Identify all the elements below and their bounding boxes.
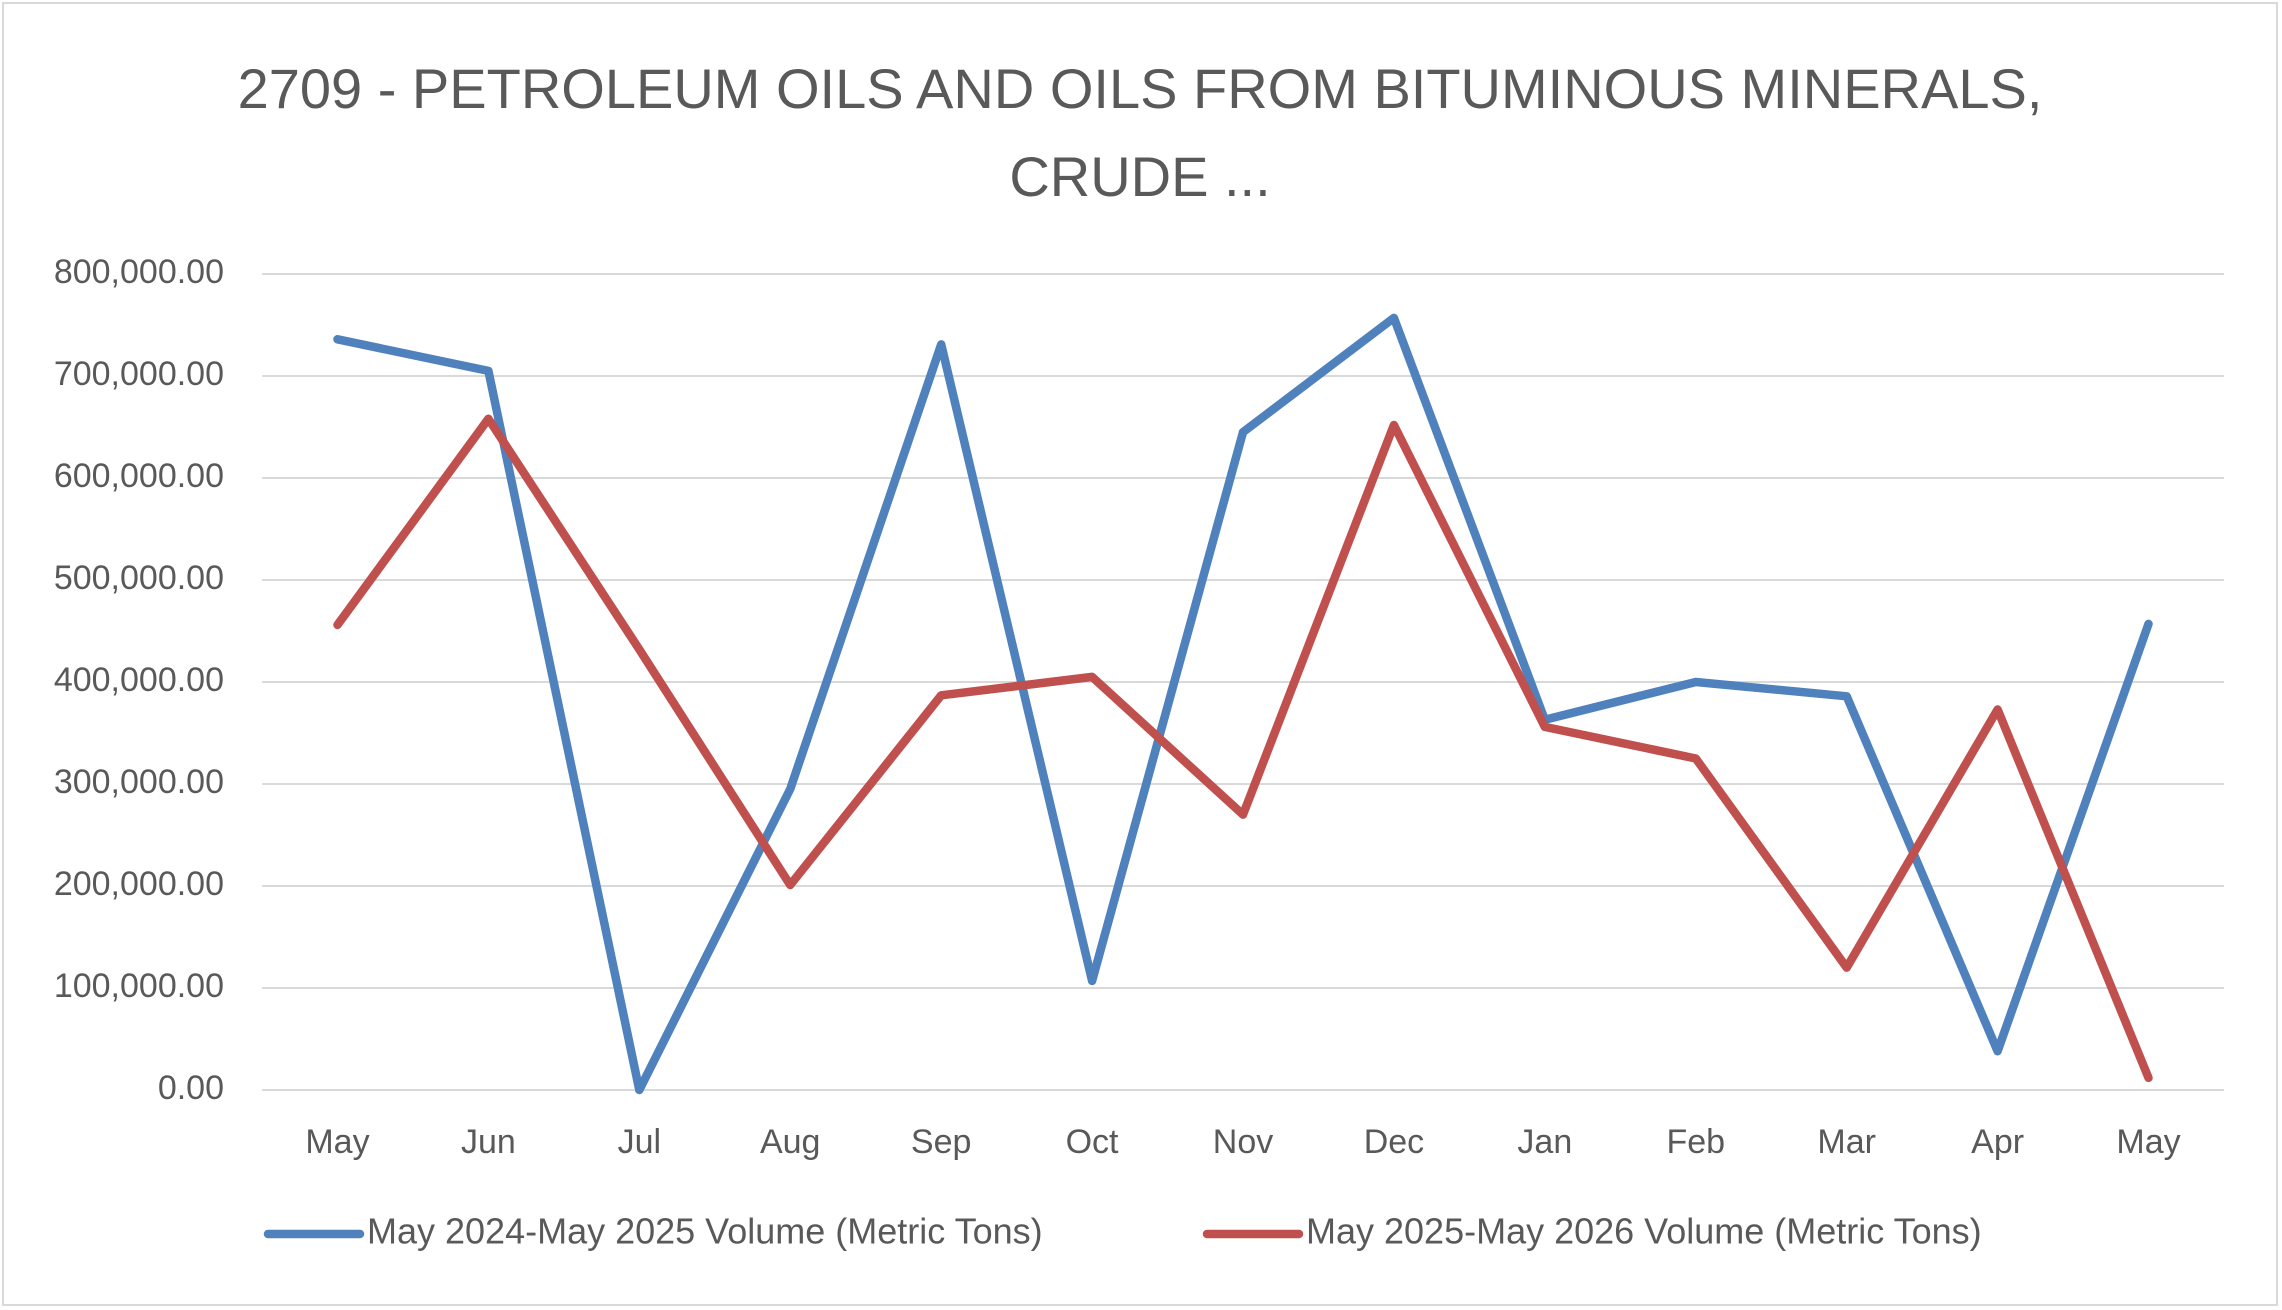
series-line	[333, 414, 2153, 1083]
x-tick-label: Jul	[618, 1123, 661, 1161]
y-tick-label: 200,000.00	[54, 865, 224, 903]
x-tick-label: Jan	[1517, 1123, 1572, 1161]
series-line	[333, 313, 2153, 1095]
y-tick-label: 300,000.00	[54, 763, 224, 801]
y-tick-label: 600,000.00	[54, 457, 224, 495]
x-tick-label: May	[305, 1123, 369, 1161]
y-tick-label: 100,000.00	[54, 967, 224, 1005]
y-tick-label: 500,000.00	[54, 559, 224, 597]
x-tick-label: Oct	[1066, 1123, 1119, 1161]
x-tick-label: Feb	[1666, 1123, 1725, 1161]
x-tick-label: May	[2116, 1123, 2180, 1161]
legend-label: May 2024-May 2025 Volume (Metric Tons)	[367, 1211, 1043, 1252]
legend-label: May 2025-May 2026 Volume (Metric Tons)	[1306, 1211, 1982, 1252]
y-tick-label: 700,000.00	[54, 355, 224, 393]
x-tick-label: Nov	[1213, 1123, 1273, 1161]
x-tick-label: Jun	[461, 1123, 516, 1161]
x-tick-label: Sep	[911, 1123, 972, 1161]
x-tick-label: Apr	[1971, 1123, 2024, 1161]
y-tick-label: 400,000.00	[54, 661, 224, 699]
chart-title: 2709 - PETROLEUM OILS AND OILS FROM BITU…	[237, 57, 2043, 208]
x-tick-label: Mar	[1817, 1123, 1876, 1161]
x-tick-label: Aug	[760, 1123, 821, 1161]
y-tick-label: 0.00	[158, 1069, 224, 1107]
x-tick-label: Dec	[1364, 1123, 1424, 1161]
y-tick-label: 800,000.00	[54, 253, 224, 291]
